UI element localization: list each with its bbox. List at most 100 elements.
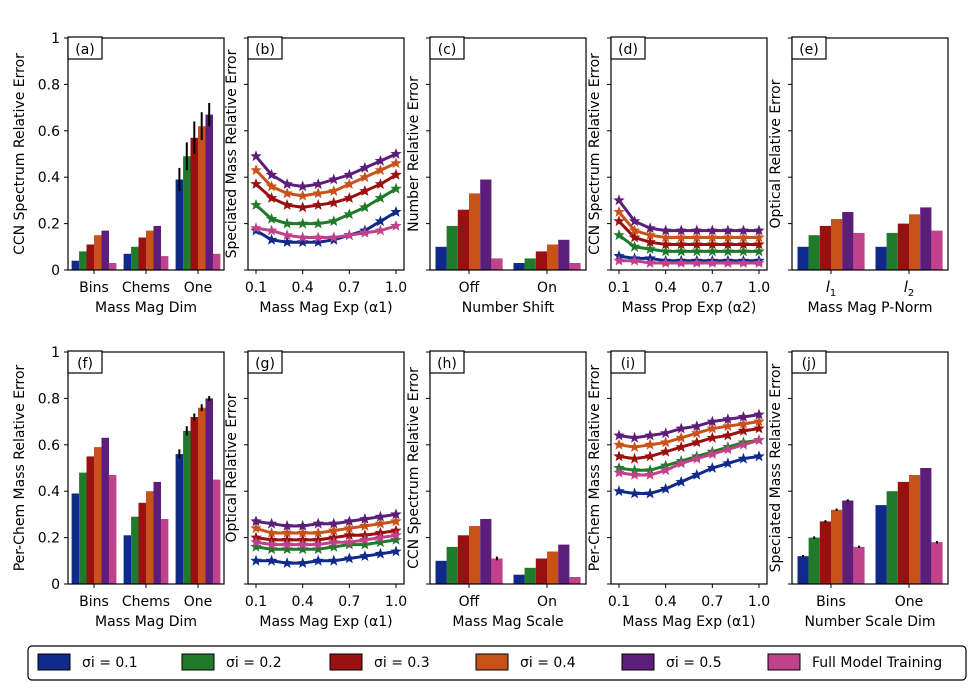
bar bbox=[212, 253, 221, 270]
data-point bbox=[644, 487, 656, 499]
x-tick-label: One bbox=[895, 594, 924, 610]
legend-item: σi = 0.5 bbox=[621, 653, 722, 671]
data-point bbox=[691, 427, 703, 439]
bar bbox=[491, 258, 503, 270]
data-point bbox=[753, 422, 765, 434]
data-point bbox=[312, 178, 324, 189]
data-point bbox=[722, 429, 734, 441]
data-point bbox=[660, 257, 672, 268]
panel-label: (i) bbox=[610, 350, 646, 374]
data-point bbox=[644, 222, 656, 234]
panel-label-text: (g) bbox=[255, 356, 275, 372]
x-axis-label: Mass Mag Dim bbox=[95, 300, 197, 316]
x-tick-label: 0.7 bbox=[338, 280, 360, 296]
data-point bbox=[613, 466, 625, 478]
data-point bbox=[390, 529, 402, 541]
data-point bbox=[691, 231, 703, 243]
data-point bbox=[343, 522, 355, 534]
y-tick-label: 0 bbox=[51, 263, 60, 279]
bar bbox=[79, 472, 87, 584]
panel-label-text: (d) bbox=[618, 42, 638, 58]
panel-label: (g) bbox=[247, 350, 283, 374]
series-line bbox=[255, 533, 397, 547]
series-line bbox=[255, 512, 397, 528]
data-point bbox=[359, 550, 371, 561]
y-axis-label: CCN Spectrum Relative Error bbox=[12, 53, 28, 255]
data-point bbox=[297, 543, 309, 555]
plot-frame bbox=[791, 37, 949, 271]
bar bbox=[797, 556, 809, 584]
data-point bbox=[250, 536, 262, 548]
data-point bbox=[737, 438, 750, 450]
y-tick-label: 0.2 bbox=[38, 217, 60, 233]
x-tick-label: 0.4 bbox=[292, 280, 314, 296]
panel-label: (c) bbox=[429, 36, 465, 60]
series-line bbox=[619, 259, 759, 265]
legend-label: σi = 0.1 bbox=[82, 655, 138, 671]
data-point bbox=[660, 238, 672, 250]
bar bbox=[569, 263, 581, 270]
bar bbox=[94, 447, 102, 584]
data-point bbox=[737, 257, 750, 268]
panel-label-text: (f) bbox=[77, 356, 93, 372]
bar bbox=[131, 246, 139, 270]
data-point bbox=[343, 529, 355, 541]
series-line bbox=[256, 550, 397, 565]
x-axis-label: Mass Mag Scale bbox=[452, 614, 563, 630]
data-point bbox=[390, 182, 402, 194]
data-point bbox=[250, 522, 262, 534]
panel-label-box bbox=[429, 36, 465, 60]
data-point bbox=[328, 185, 340, 196]
data-point bbox=[312, 543, 324, 555]
x-tick-label: 1.0 bbox=[748, 594, 770, 610]
data-point bbox=[359, 533, 371, 545]
x-axis-label: Mass Mag P-Norm bbox=[807, 300, 932, 316]
bar bbox=[183, 156, 191, 270]
bar bbox=[205, 114, 213, 270]
data-point bbox=[359, 513, 371, 524]
panel-label: (h) bbox=[429, 350, 465, 374]
data-point bbox=[343, 192, 355, 203]
x-axis-label: Number Shift bbox=[462, 300, 555, 316]
data-point bbox=[737, 245, 750, 257]
data-point bbox=[390, 157, 402, 169]
data-point bbox=[722, 231, 734, 243]
x-tick-label: 0.1 bbox=[245, 280, 267, 296]
data-point bbox=[312, 231, 324, 243]
data-point bbox=[374, 547, 387, 559]
series-line bbox=[254, 187, 397, 226]
legend-swatch bbox=[475, 653, 509, 671]
data-point bbox=[390, 545, 402, 557]
bar bbox=[535, 251, 547, 270]
bar bbox=[86, 456, 94, 584]
data-point bbox=[644, 229, 656, 241]
panel-label-text: (i) bbox=[621, 356, 636, 372]
data-point bbox=[265, 180, 278, 192]
data-point bbox=[265, 543, 278, 555]
legend-item: σi = 0.2 bbox=[181, 653, 282, 671]
data-point bbox=[359, 520, 371, 531]
data-point bbox=[660, 245, 672, 257]
bar bbox=[71, 260, 80, 270]
bar bbox=[535, 558, 547, 584]
data-point bbox=[343, 536, 355, 548]
data-point bbox=[706, 238, 718, 250]
panel-b: Speciated Mass Relative Error 0.1 0.4 0.7 1.… bbox=[224, 36, 407, 316]
plot-frame bbox=[247, 37, 405, 271]
series-line bbox=[618, 254, 759, 263]
x-tick-label: 1.0 bbox=[748, 280, 770, 296]
y-tick-label: 1 bbox=[51, 345, 60, 361]
bar bbox=[524, 567, 536, 584]
data-point bbox=[737, 452, 750, 464]
data-point bbox=[753, 238, 765, 250]
bar bbox=[808, 235, 820, 270]
bar bbox=[457, 535, 469, 584]
legend-item: Full Model Training bbox=[767, 653, 942, 671]
x-tick-label: 1.0 bbox=[385, 280, 407, 296]
y-tick-label: 0.2 bbox=[38, 531, 60, 547]
bar bbox=[524, 258, 536, 270]
panel-a: 0 0.2 0.4 0.6 0.8 1 CCN Spectrum Relative Erro… bbox=[12, 31, 225, 316]
data-point bbox=[660, 231, 672, 243]
bar bbox=[198, 126, 206, 270]
plot-frame bbox=[429, 37, 587, 271]
